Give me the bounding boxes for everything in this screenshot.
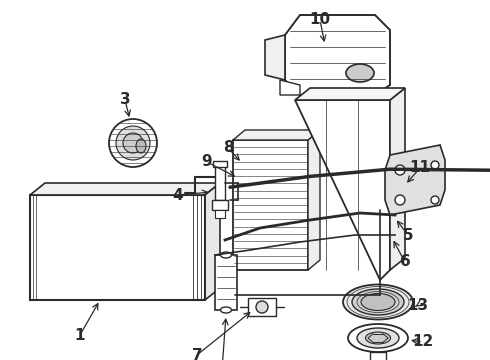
Circle shape [431,161,439,169]
Text: 11: 11 [410,161,431,175]
Polygon shape [295,100,390,280]
Ellipse shape [348,324,408,352]
Bar [248,298,276,316]
Bar [370,352,386,360]
Circle shape [123,133,143,153]
Ellipse shape [136,139,146,153]
Ellipse shape [366,332,391,344]
Polygon shape [233,130,320,140]
Ellipse shape [220,307,231,313]
Text: 12: 12 [413,334,434,350]
Polygon shape [390,88,405,270]
Bar [215,255,237,310]
Text: 8: 8 [222,140,233,156]
Circle shape [395,195,405,205]
Bar [30,195,205,300]
Ellipse shape [220,252,231,258]
Polygon shape [295,88,405,100]
Text: 10: 10 [310,13,331,27]
Polygon shape [265,35,285,80]
Ellipse shape [361,293,395,310]
Circle shape [109,119,157,167]
Text: 6: 6 [400,255,411,270]
Circle shape [395,165,405,175]
Circle shape [256,301,268,313]
Polygon shape [308,130,320,270]
Text: 9: 9 [202,154,212,170]
Text: 3: 3 [120,93,130,108]
Text: 5: 5 [403,228,413,243]
Polygon shape [385,145,445,215]
Text: 7: 7 [192,347,202,360]
Circle shape [431,196,439,204]
Polygon shape [30,183,220,195]
Ellipse shape [343,284,413,320]
Bar [215,165,225,200]
Bar [233,140,308,270]
Polygon shape [205,183,220,300]
Text: 1: 1 [75,328,85,342]
Ellipse shape [352,289,404,315]
Ellipse shape [357,328,399,348]
Polygon shape [285,15,390,95]
Text: 13: 13 [408,297,429,312]
Circle shape [116,126,150,160]
Ellipse shape [346,64,374,82]
Bar [212,200,228,210]
Text: 4: 4 [172,188,183,202]
Bar [213,161,227,167]
Bar [215,210,225,218]
Polygon shape [280,80,300,95]
